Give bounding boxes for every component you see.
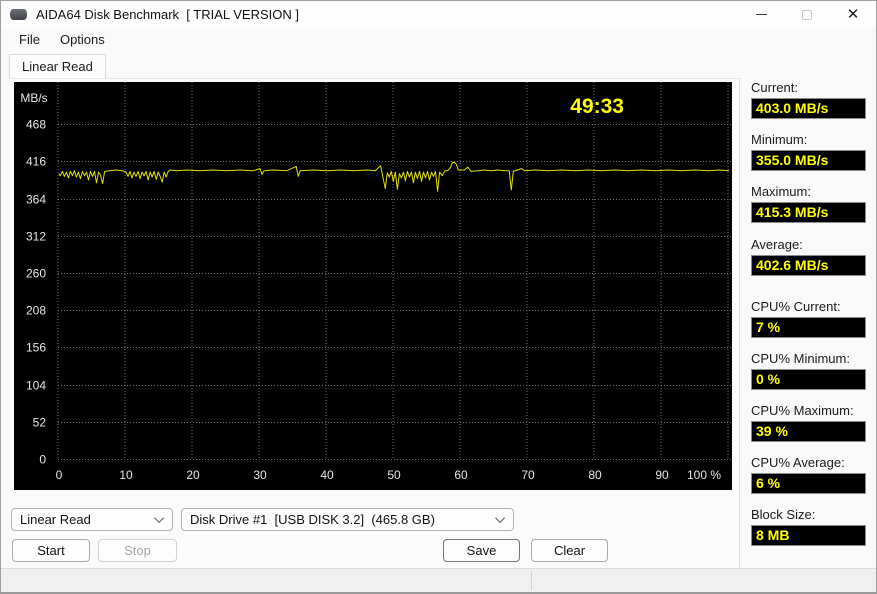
stat-average: Average: 402.6 MB/s [751,237,867,276]
stat-label: Maximum: [751,184,811,199]
svg-text:208: 208 [26,304,46,318]
benchmark-type-select[interactable]: Linear Read [11,508,173,531]
status-bar [1,568,876,592]
stat-cpu-maximum: CPU% Maximum: 39 % [751,403,867,442]
stat-value: 6 % [751,473,866,494]
stat-cpu-current: CPU% Current: 7 % [751,299,867,338]
svg-text:40: 40 [320,468,334,482]
minimize-button[interactable] [738,1,784,28]
stat-value: 402.6 MB/s [751,255,866,276]
svg-text:70: 70 [521,468,535,482]
svg-text:90: 90 [655,468,669,482]
disk-drive-select[interactable]: Disk Drive #1 [USB DISK 3.2] (465.8 GB) [181,508,514,531]
stat-value: 403.0 MB/s [751,98,866,119]
disk-drive-value: Disk Drive #1 [USB DISK 3.2] (465.8 GB) [190,512,435,527]
window-title: AIDA64 Disk Benchmark [ TRIAL VERSION ] [36,7,299,22]
stat-value: 7 % [751,317,866,338]
chevron-down-icon [154,513,165,524]
stat-label: CPU% Current: [751,299,841,314]
stat-value: 415.3 MB/s [751,202,866,223]
svg-text:49:33: 49:33 [570,95,624,118]
stats-panel: Current: 403.0 MB/s Minimum: 355.0 MB/s … [740,51,876,569]
stat-label: Block Size: [751,507,816,522]
save-button[interactable]: Save [443,539,520,562]
menu-options[interactable]: Options [59,32,105,47]
stat-value: 39 % [751,421,866,442]
maximize-icon [802,9,812,20]
benchmark-tab-page: 468 416 364 312 260 208 156 104 52 0 MB/s 0 10 20 30 40… [9,78,740,569]
app-icon [10,9,27,20]
svg-text:10: 10 [119,468,133,482]
stat-label: CPU% Maximum: [751,403,854,418]
stat-minimum: Minimum: 355.0 MB/s [751,132,867,171]
title-bar[interactable]: AIDA64 Disk Benchmark [ TRIAL VERSION ] … [1,1,876,28]
svg-text:364: 364 [26,193,46,207]
svg-text:80: 80 [588,468,602,482]
menu-bar: File Options [1,28,876,51]
tab-strip: Linear Read [1,51,740,78]
maximize-button[interactable] [784,1,830,28]
stat-value: 355.0 MB/s [751,150,866,171]
start-button[interactable]: Start [12,539,90,562]
svg-text:260: 260 [26,267,46,281]
svg-text:104: 104 [26,379,46,393]
svg-text:50: 50 [387,468,401,482]
svg-text:60: 60 [454,468,468,482]
menu-file[interactable]: File [19,32,40,47]
stat-value: 8 MB [751,525,866,546]
stat-maximum: Maximum: 415.3 MB/s [751,184,867,223]
svg-text:156: 156 [26,341,46,355]
stat-label: Average: [751,237,803,252]
stat-current: Current: 403.0 MB/s [751,80,867,119]
stat-label: Current: [751,80,798,95]
status-bar-divider [531,571,532,590]
svg-text:416: 416 [26,155,46,169]
close-button[interactable]: ✕ [830,1,876,28]
clear-button[interactable]: Clear [531,539,608,562]
close-icon: ✕ [846,6,860,23]
stat-label: CPU% Minimum: [751,351,850,366]
benchmark-type-value: Linear Read [20,512,91,527]
stat-cpu-average: CPU% Average: 6 % [751,455,867,494]
stat-cpu-minimum: CPU% Minimum: 0 % [751,351,867,390]
minimize-icon [755,14,767,15]
svg-text:0: 0 [56,468,63,482]
stat-block-size: Block Size: 8 MB [751,507,867,546]
benchmark-chart: 468 416 364 312 260 208 156 104 52 0 MB/s 0 10 20 30 40… [14,82,732,490]
svg-text:312: 312 [26,230,46,244]
chart-canvas: 468 416 364 312 260 208 156 104 52 0 MB/s 0 10 20 30 40… [20,82,732,482]
stat-label: Minimum: [751,132,808,147]
chevron-down-icon [495,513,506,524]
svg-text:MB/s: MB/s [20,91,47,105]
tab-linear-read[interactable]: Linear Read [9,54,106,78]
svg-text:468: 468 [26,118,46,132]
svg-text:20: 20 [186,468,200,482]
stat-label: CPU% Average: [751,455,845,470]
svg-text:100 %: 100 % [687,468,721,482]
svg-text:30: 30 [253,468,267,482]
svg-text:52: 52 [33,416,47,430]
svg-text:0: 0 [39,453,46,467]
stop-button[interactable]: Stop [98,539,177,562]
stat-value: 0 % [751,369,866,390]
